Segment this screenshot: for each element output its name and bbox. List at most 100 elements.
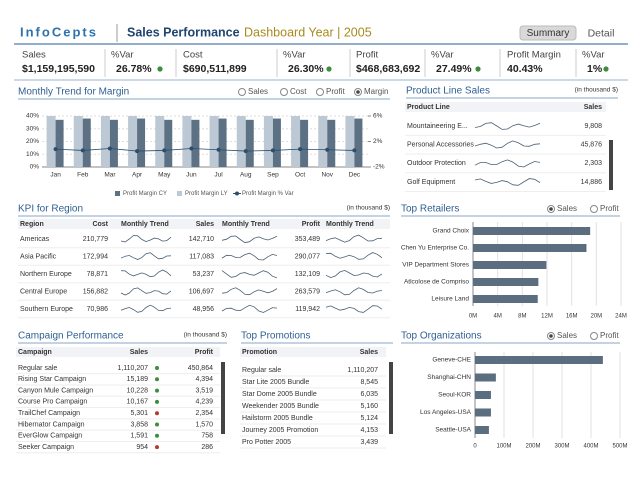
x-tick-label: 24M: [615, 314, 627, 320]
scrollbar[interactable]: [221, 362, 225, 434]
x-tick-label: Feb: [77, 172, 89, 179]
sparkline: [474, 159, 541, 168]
point: [135, 149, 140, 154]
table-cell: 5,124: [360, 415, 378, 422]
category-label: Los Angeles-USA: [420, 409, 472, 416]
point: [270, 148, 275, 153]
bar: [236, 116, 246, 167]
bar: [155, 116, 165, 167]
bar: [473, 278, 539, 286]
point: [352, 148, 357, 153]
table-cell: 132,109: [295, 271, 320, 278]
radio-dot: [549, 334, 553, 338]
category-label: Chen Yu Enterprise Co.: [401, 245, 469, 252]
sparkline: [474, 178, 541, 186]
bar: [109, 119, 118, 167]
table-cell: 2,303: [584, 160, 602, 167]
bar: [164, 119, 173, 167]
status-dot: [155, 445, 159, 450]
table-cell: Hailstorm 2005 Bundle: [242, 415, 313, 422]
bar: [218, 118, 227, 167]
y-tick-label: 20%: [26, 138, 39, 145]
scrollbar[interactable]: [609, 140, 613, 190]
tab-summary[interactable]: Summary: [527, 28, 570, 39]
table-cell: 15,189: [127, 376, 149, 383]
legend-swatch: [235, 191, 239, 196]
x-tick-label: 300M: [554, 444, 569, 450]
sparkline: [325, 234, 383, 243]
sparkline: [120, 235, 172, 243]
table-cell: 53,237: [193, 271, 215, 278]
bar: [475, 391, 491, 399]
table-cell: Rising Star Campaign: [18, 376, 86, 383]
scrollbar[interactable]: [389, 362, 393, 434]
kpi-value: 26.78%: [116, 63, 152, 75]
status-dot: [475, 66, 481, 72]
sparkline: [474, 140, 541, 149]
sparkline: [221, 235, 278, 244]
radio-label[interactable]: Sales: [557, 204, 577, 213]
table-header-bg: [240, 347, 386, 357]
status-dot: [155, 366, 159, 370]
bar: [473, 227, 591, 235]
table-cell: 5,301: [130, 410, 148, 417]
kpi-label: Profit Margin: [507, 50, 561, 61]
sparkline: [325, 269, 383, 279]
y2-tick-label: -2%: [373, 164, 385, 171]
table-cell: 10,167: [127, 399, 149, 406]
status-dot: [155, 422, 159, 427]
bar: [354, 118, 363, 167]
table-cell: 117,083: [189, 253, 214, 260]
table-cell: 954: [136, 444, 148, 451]
column-header: Promotion: [242, 349, 277, 356]
radio-label[interactable]: Profit: [600, 331, 619, 340]
x-tick-label: 12M: [541, 314, 553, 320]
y2-tick-label: 6%: [373, 113, 383, 120]
x-tick-label: Jun: [186, 172, 197, 179]
table-cell: 3,439: [360, 439, 378, 446]
tab-active[interactable]: [519, 25, 577, 41]
table-cell: 210,779: [83, 236, 108, 243]
radio-label[interactable]: Margin: [364, 87, 388, 96]
bar: [82, 118, 91, 167]
radio[interactable]: [280, 88, 288, 96]
sparkline: [325, 252, 383, 260]
category-label: VIP Department Stores: [402, 262, 469, 269]
table-cell: 450,864: [188, 365, 213, 372]
bar: [263, 116, 273, 167]
radio[interactable]: [590, 205, 598, 213]
radio-label[interactable]: Sales: [248, 87, 268, 96]
table-cell: 3,519: [195, 387, 213, 394]
panel-title: Top Promotions: [241, 331, 310, 342]
panel-title: Product Line Sales: [406, 86, 490, 97]
sparkline: [221, 252, 278, 261]
x-tick-label: Aug: [240, 172, 252, 179]
table-cell: 78,871: [87, 271, 109, 278]
radio-label[interactable]: Cost: [290, 87, 307, 96]
radio-label[interactable]: Profit: [600, 204, 619, 213]
table-cell: Star Dome 2005 Bundle: [242, 391, 317, 398]
table-cell: 4,394: [195, 376, 213, 383]
x-tick-label: 4M: [493, 314, 501, 320]
radio[interactable]: [590, 332, 598, 340]
category-label: Atlcolose de Compriso: [404, 279, 469, 286]
legend-swatch: [115, 191, 120, 196]
table-cell: Northern Europe: [20, 271, 72, 278]
radio[interactable]: [238, 88, 246, 96]
tab-detail[interactable]: Detail: [588, 27, 615, 39]
status-dot: [326, 66, 332, 72]
sparkline: [120, 269, 172, 278]
y-tick-label: 0%: [30, 164, 40, 171]
page-subtitle: Dashboard Year | 2005: [244, 25, 372, 39]
x-tick-label: Jan: [50, 172, 61, 179]
y2-tick-label: 2%: [373, 138, 383, 145]
logo: InfoCepts: [20, 24, 98, 39]
radio-label[interactable]: Profit: [326, 87, 345, 96]
radio[interactable]: [316, 88, 324, 96]
radio-label[interactable]: Sales: [557, 331, 577, 340]
table-cell: 14,886: [581, 179, 603, 186]
column-header: Product Line: [407, 104, 450, 111]
legend-label: Profit Margin CY: [123, 191, 167, 197]
table-cell: Outdoor Protection: [407, 160, 466, 167]
